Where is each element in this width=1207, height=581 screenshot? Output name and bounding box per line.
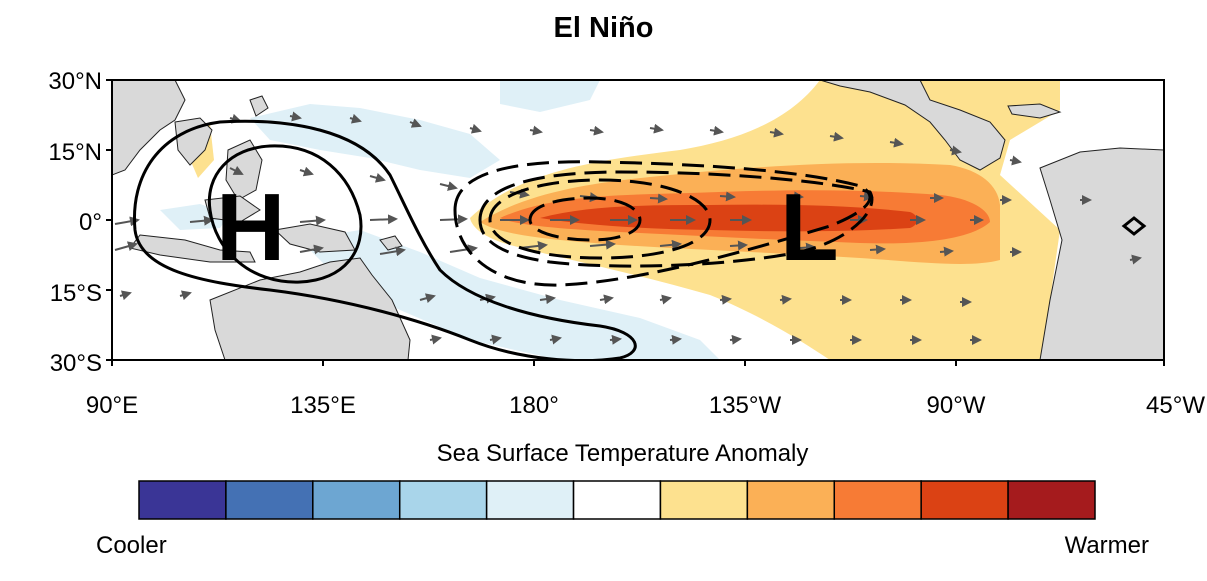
colorbar-swatch-8	[746, 480, 836, 520]
lat-label-15s: 15°S	[49, 280, 102, 307]
lat-label-30n: 30°N	[48, 68, 102, 95]
colorbar-swatch-6	[572, 480, 662, 520]
colorbar	[138, 480, 1096, 520]
lat-label-eq: 0°	[79, 209, 102, 236]
lon-label-45w: 45°W	[1146, 392, 1205, 419]
colorbar-swatch-1	[138, 480, 227, 520]
map-area: H L	[112, 80, 1164, 360]
colorbar-swatch-11	[1007, 480, 1096, 520]
colorbar-swatch-3	[312, 480, 401, 520]
colorbar-high-label: Warmer	[1064, 532, 1149, 559]
lon-label-90e: 90°E	[85, 392, 139, 419]
high-pressure-contours	[132, 119, 637, 360]
axis-ticks	[106, 79, 1165, 366]
low-pressure-contours	[453, 160, 874, 287]
lon-label-135w: 135°W	[708, 392, 782, 419]
lon-label-90w: 90°W	[926, 392, 986, 419]
colorbar-swatch-7	[659, 480, 749, 520]
colorbar-swatch-9	[833, 480, 922, 520]
small-contour-diamond	[1121, 216, 1147, 236]
map-title: El Niño	[553, 12, 654, 44]
colorbar-swatch-2	[225, 480, 314, 520]
cool-anomaly-shading	[160, 80, 720, 360]
lon-label-180: 180°	[509, 392, 559, 419]
colorbar-title: Sea Surface Temperature Anomaly	[436, 440, 809, 467]
colorbar-swatch-4	[398, 480, 488, 520]
colorbar-swatch-5	[485, 480, 575, 520]
lon-label-135e: 135°E	[290, 392, 356, 419]
lat-label-15n: 15°N	[48, 139, 102, 166]
colorbar-low-label: Cooler	[96, 532, 167, 559]
low-pressure-label: L	[780, 174, 839, 281]
colorbar-swatch-10	[920, 480, 1009, 520]
high-pressure-label: H	[216, 174, 285, 281]
lat-label-30s: 30°S	[49, 350, 102, 377]
